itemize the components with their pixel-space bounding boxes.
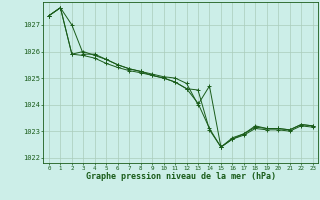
X-axis label: Graphe pression niveau de la mer (hPa): Graphe pression niveau de la mer (hPa) [86,172,276,181]
